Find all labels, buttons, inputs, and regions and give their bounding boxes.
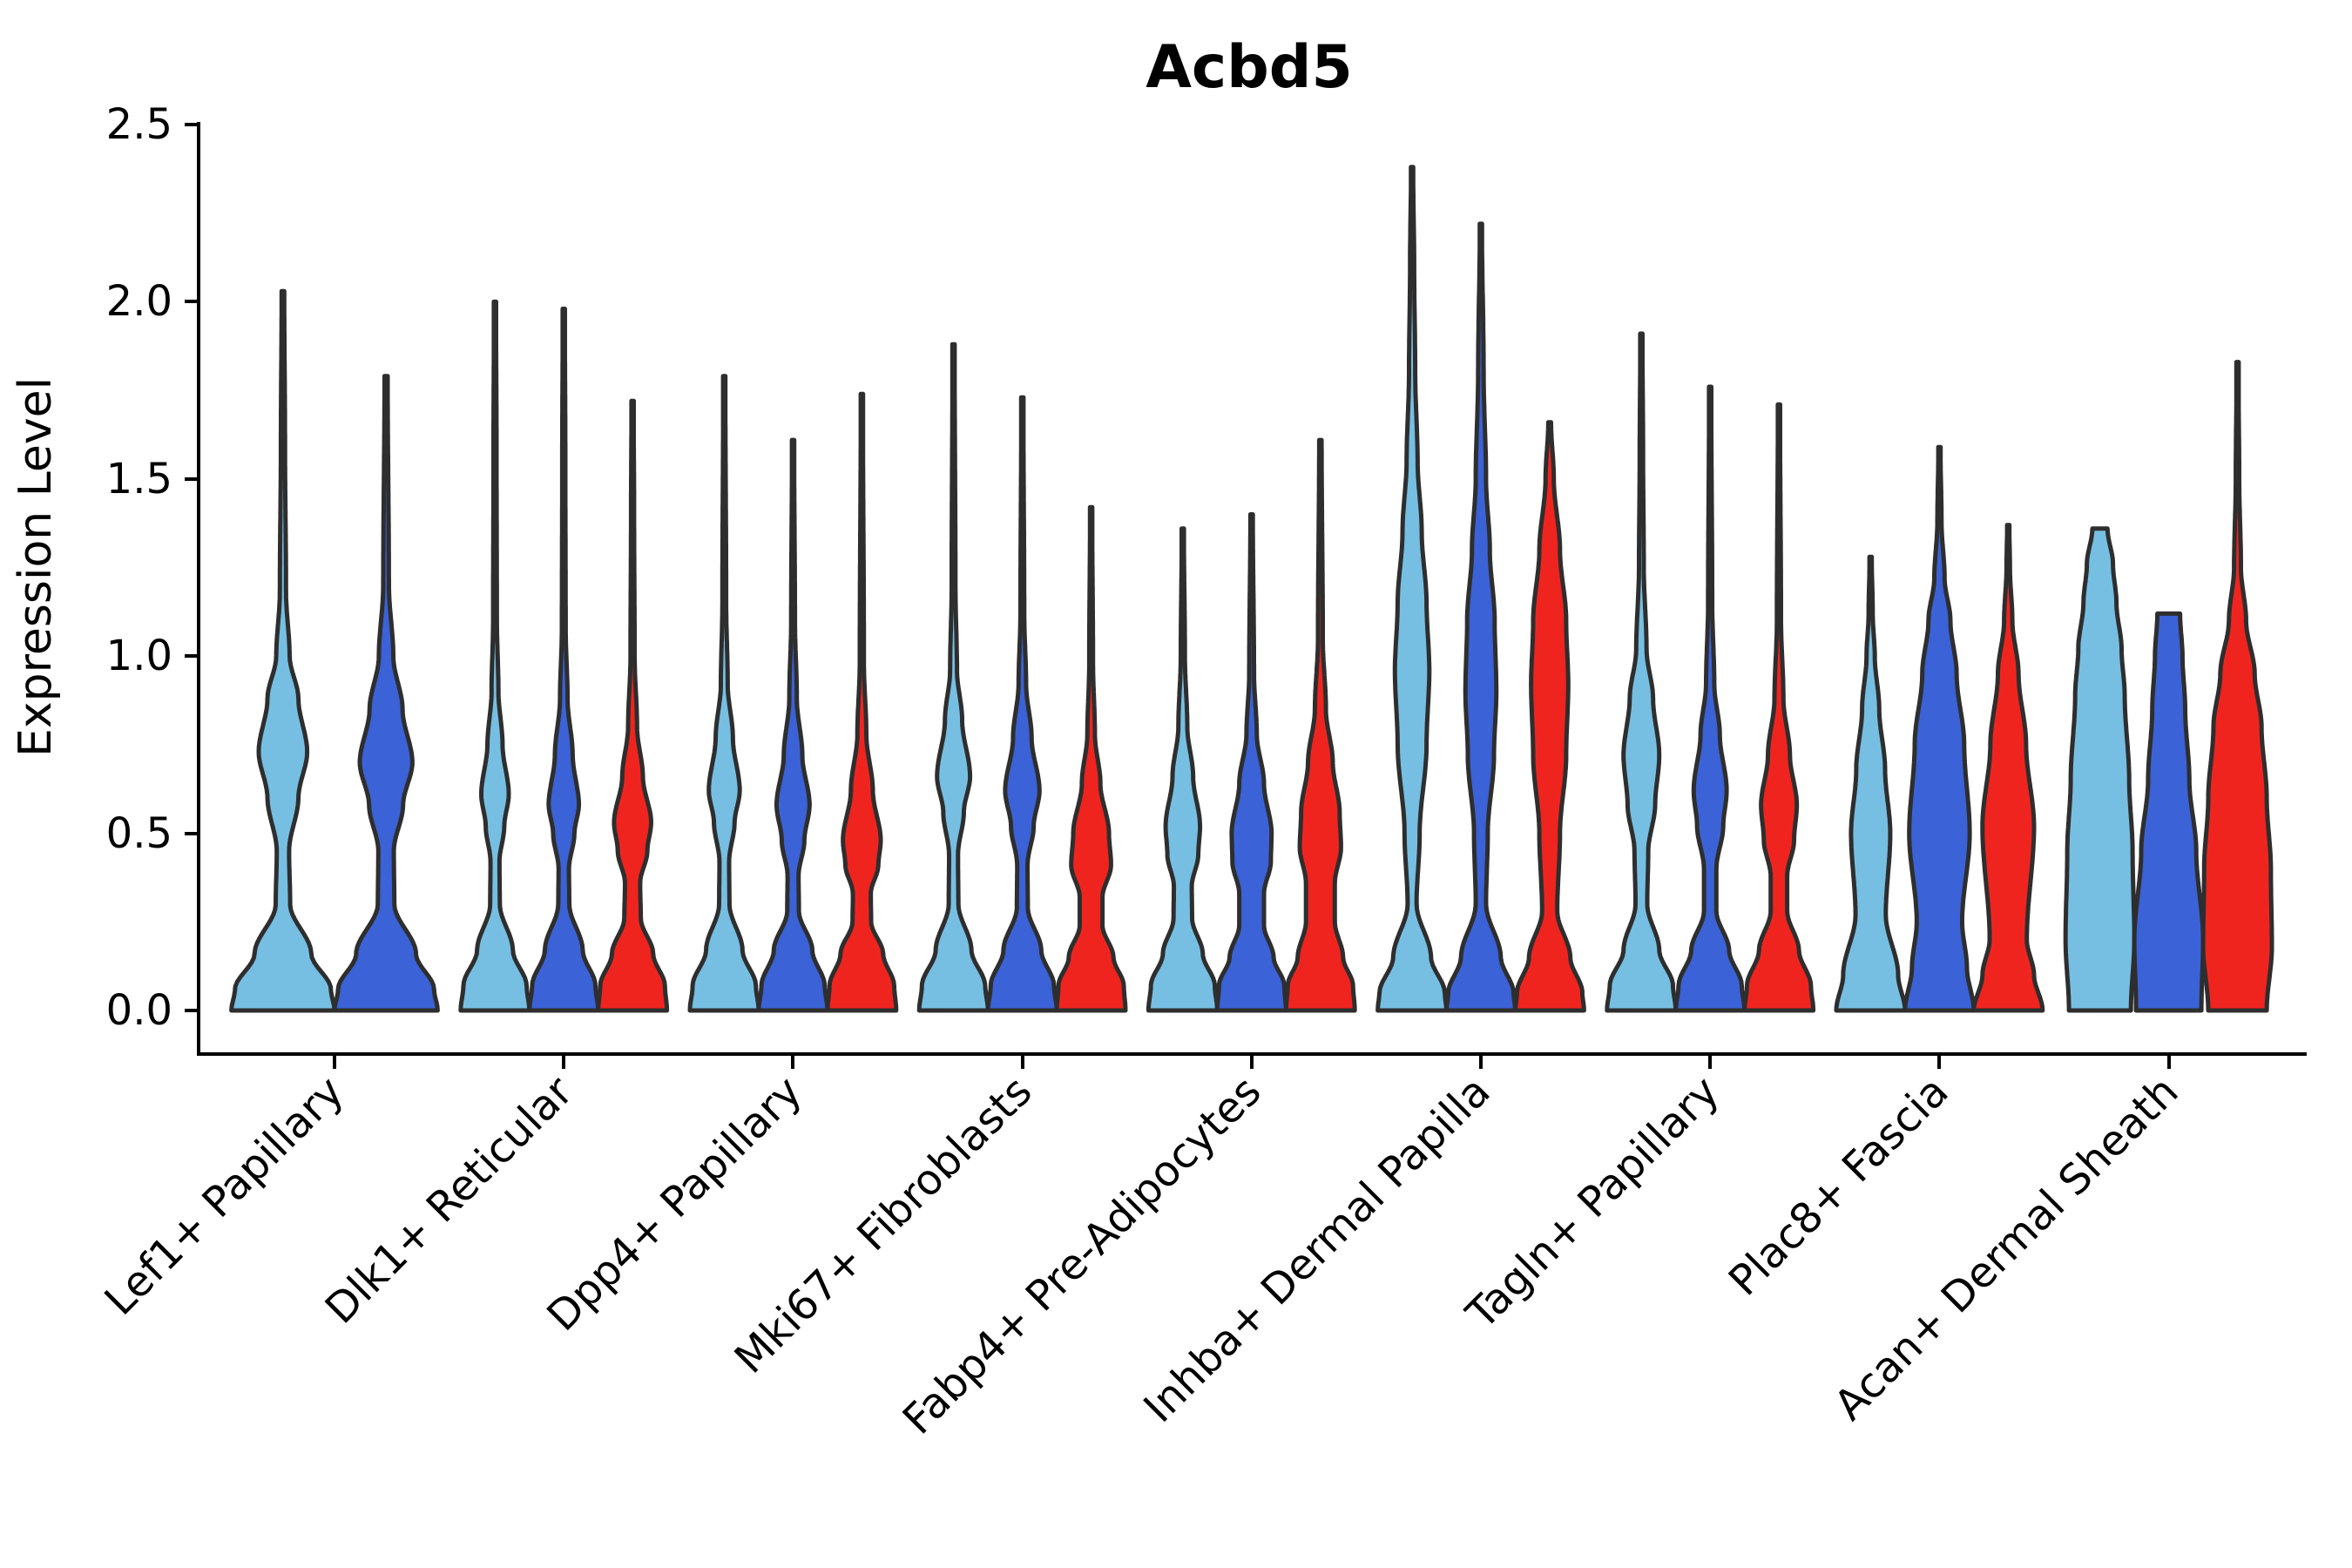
violin-7-dark_blue (1903, 444, 1977, 1013)
xtick-label-1: Dlk1+ Reticular (316, 1067, 583, 1334)
violin-4-light_blue (1146, 526, 1220, 1013)
ytick-label-3: 1.5 (106, 455, 172, 504)
violin-6-red (1742, 402, 1816, 1013)
violin-6-light_blue (1605, 331, 1679, 1013)
violin-5-dark_blue (1444, 221, 1517, 1013)
xtick-label-6: Tagln+ Papillary (1456, 1067, 1728, 1339)
violin-1-dark_blue (527, 307, 601, 1013)
violin-6-dark_blue (1673, 384, 1747, 1013)
violin-8-red (2200, 360, 2274, 1013)
violin-2-red (825, 391, 899, 1013)
ytick-label-4: 2.0 (106, 277, 172, 326)
violin-7-light_blue (1834, 554, 1908, 1013)
y-axis-label: Expression Level (10, 377, 62, 757)
xtick-label-0: Lef1+ Papillary (96, 1067, 354, 1325)
violin-3-dark_blue (985, 395, 1059, 1013)
violin-2-dark_blue (756, 437, 830, 1013)
xtick-label-7: Plac8+ Fascia (1720, 1067, 1958, 1306)
violin-3-light_blue (916, 341, 990, 1013)
violin-1-red (596, 398, 670, 1013)
violin-5-light_blue (1375, 165, 1449, 1013)
ytick-label-2: 1.0 (106, 632, 172, 680)
violin-3-red (1054, 504, 1128, 1013)
xtick-label-2: Dpp4+ Papillary (537, 1067, 811, 1341)
violin-8-dark_blue (2132, 611, 2206, 1013)
ytick-label-1: 0.5 (106, 809, 172, 858)
violin-8-light_blue (2063, 526, 2137, 1013)
violin-7-red (1971, 523, 2045, 1013)
violin-0-dark_blue (332, 374, 440, 1013)
violin-0-light_blue (229, 288, 337, 1013)
violins-layer (229, 165, 2274, 1013)
violin-1-light_blue (458, 299, 532, 1013)
violin-4-dark_blue (1214, 512, 1288, 1013)
ytick-label-0: 0.0 (106, 986, 172, 1035)
ytick-label-5: 2.5 (106, 100, 172, 149)
chart-title: Acbd5 (1146, 33, 1353, 102)
violin-2-light_blue (687, 374, 761, 1013)
violin-5-red (1513, 420, 1586, 1013)
violin-4-red (1283, 437, 1357, 1013)
